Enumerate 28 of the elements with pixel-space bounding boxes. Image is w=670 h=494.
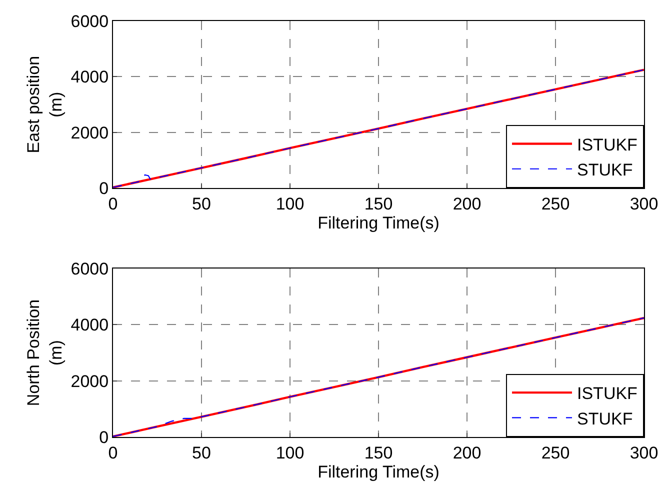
legend-label: ISTUKF [577,135,638,154]
x-tick-label: 150 [364,443,393,462]
legend-label: STUKF [577,160,633,180]
y-tick-label: 6000 [70,12,109,31]
x-axis-title: Filtering Time(s) [318,462,440,482]
y-tick-label: 2000 [70,372,109,391]
legend-label: STUKF [577,409,633,428]
y-axis-title: East position (m) [24,56,66,154]
x-tick-label: 100 [276,443,304,462]
x-tick-label: 150 [364,194,393,214]
y-axis-title: North Position (m) [24,299,66,406]
legend-label: ISTUKF [577,384,638,404]
x-tick-label: 250 [541,194,570,214]
x-tick-label: 300 [630,194,658,214]
y-tick-label: 2000 [70,123,109,142]
x-tick-label: 200 [452,443,482,462]
y-tick-label: 6000 [70,259,109,278]
x-tick-label: 200 [452,194,482,214]
x-tick-label: 100 [276,194,304,214]
x-tick-label: 250 [541,443,570,462]
y-tick-label: 0 [99,179,109,198]
y-tick-label: 0 [99,428,109,447]
x-tick-label: 50 [192,443,211,462]
x-axis-title: Filtering Time(s) [318,214,440,233]
x-tick-label: 50 [192,194,211,214]
x-tick-label: 300 [630,443,658,462]
y-tick-label: 4000 [70,316,109,335]
y-tick-label: 4000 [70,68,109,87]
